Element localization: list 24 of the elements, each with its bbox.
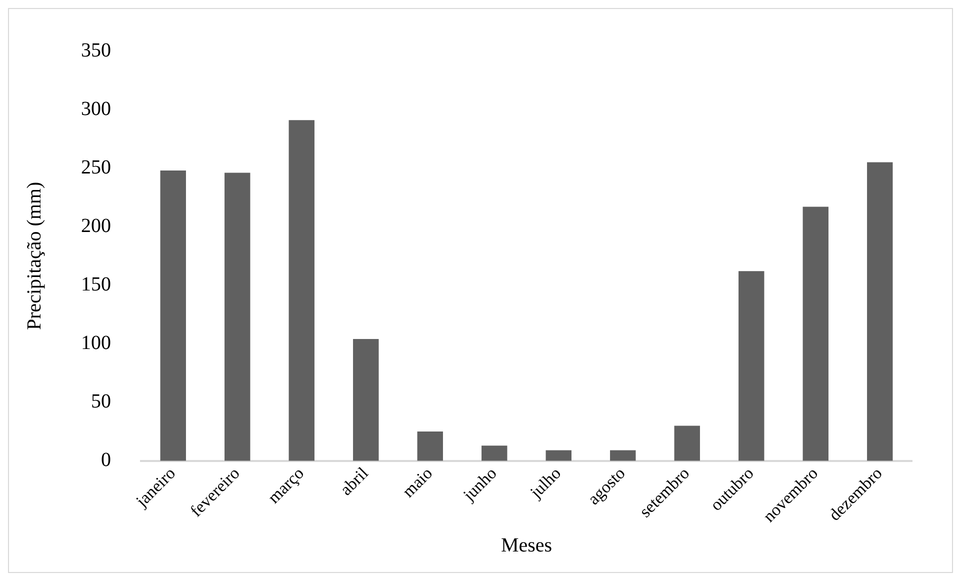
bar — [353, 339, 379, 461]
bar — [288, 120, 314, 461]
y-tick-label: 350 — [81, 39, 111, 62]
y-tick-label: 250 — [81, 156, 111, 178]
bar — [160, 170, 186, 461]
y-tick-label: 200 — [81, 214, 111, 237]
y-tick-label: 0 — [101, 449, 111, 472]
bar — [482, 446, 508, 461]
bar — [546, 450, 572, 461]
y-tick-label: 50 — [91, 390, 111, 413]
bar — [738, 271, 764, 461]
y-axis-title: Precipitação (mm) — [23, 182, 46, 330]
bar — [417, 432, 443, 461]
bar — [610, 450, 636, 461]
x-tick-label: abril — [336, 463, 372, 500]
y-tick-label: 300 — [81, 98, 111, 120]
bar — [674, 426, 700, 461]
x-tick-label: maio — [398, 464, 436, 502]
y-tick-label: 100 — [81, 332, 111, 354]
x-axis-title: Meses — [500, 534, 552, 556]
y-tick-label: 150 — [81, 273, 111, 296]
bar — [802, 206, 828, 461]
bar — [224, 172, 250, 461]
bar — [867, 162, 893, 461]
